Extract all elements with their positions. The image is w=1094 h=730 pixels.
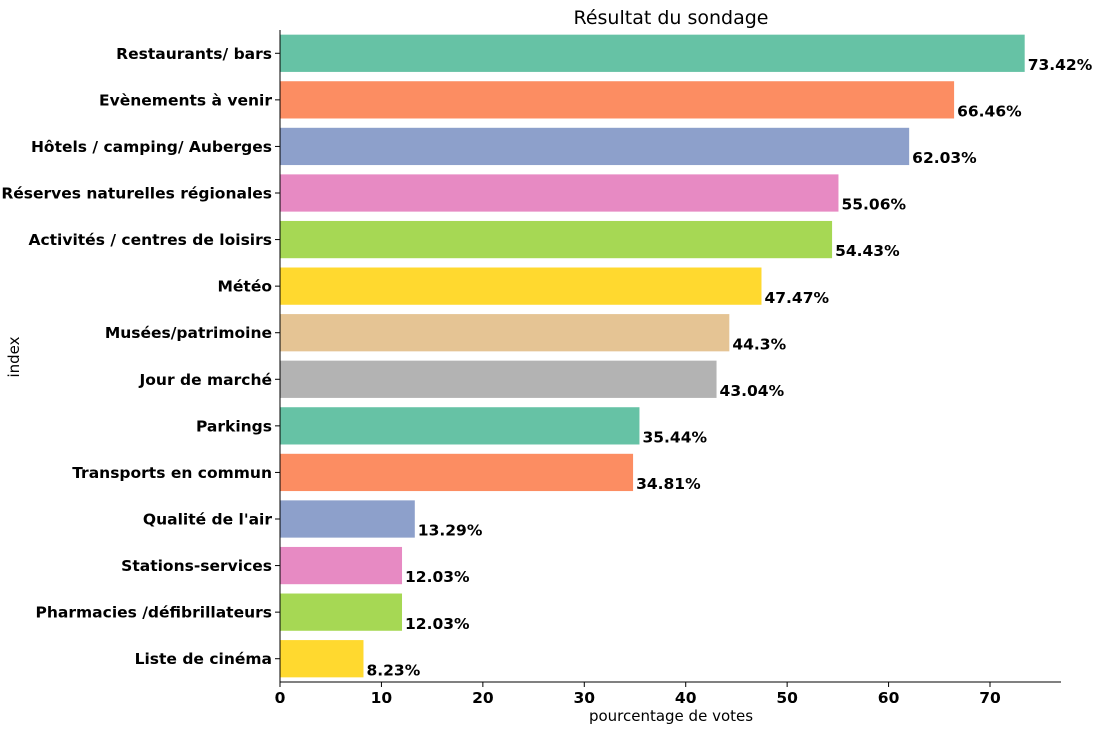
bar-value-label: 8.23% — [366, 661, 420, 679]
x-tick-label: 60 — [878, 689, 900, 707]
x-tick-label: 70 — [979, 689, 1001, 707]
bars-group — [280, 34, 1025, 678]
x-axis: 0 10 20 30 40 50 60 70 — [275, 681, 1061, 707]
bar-value-label: 47.47% — [764, 289, 829, 307]
x-tick-label: 30 — [573, 689, 595, 707]
category-label: Réserves naturelles régionales — [1, 185, 272, 203]
bar-value-label: 62.03% — [912, 149, 977, 167]
bar — [280, 174, 839, 212]
chart-title: Résultat du sondage — [573, 7, 768, 29]
bar — [280, 127, 910, 166]
category-label: Pharmacies /défibrillateurs — [36, 604, 272, 622]
bar-value-label: 73.42% — [1028, 56, 1093, 74]
bar — [280, 640, 364, 678]
bar-value-label: 12.03% — [405, 615, 470, 633]
bar — [280, 360, 717, 398]
category-label: Musées/patrimoine — [105, 324, 272, 342]
bar-value-label: 12.03% — [405, 568, 470, 586]
bar-value-label: 55.06% — [841, 196, 906, 214]
bar-value-label: 66.46% — [957, 102, 1022, 120]
category-label: Restaurants/ bars — [116, 45, 272, 63]
bar-value-label: 35.44% — [642, 428, 707, 446]
bar-value-label: 54.43% — [835, 242, 900, 260]
category-label: Transports en commun — [72, 464, 272, 482]
bar — [280, 546, 403, 585]
x-tick-label: 0 — [275, 689, 286, 707]
x-tick-label: 10 — [371, 689, 393, 707]
category-label: Parkings — [196, 417, 272, 435]
bar — [280, 314, 730, 352]
y-axis-title: index — [5, 336, 23, 377]
category-label: Météo — [217, 278, 272, 296]
bar — [280, 407, 640, 445]
bar — [280, 453, 634, 492]
bar — [280, 34, 1025, 72]
bar-value-label: 43.04% — [720, 382, 785, 400]
bar — [280, 81, 955, 119]
x-tick-label: 40 — [675, 689, 697, 707]
value-labels-group: 73.42% 66.46% 62.03% 55.06% 54.43% 47.47% 44.3… — [366, 56, 1092, 679]
bar — [280, 267, 762, 305]
bar — [280, 500, 415, 538]
bar-value-label: 13.29% — [418, 522, 483, 540]
bar-value-label: 34.81% — [636, 475, 701, 493]
category-label: Evènements à venir — [99, 91, 272, 109]
category-label: Jour de marché — [139, 371, 272, 389]
x-tick-label: 20 — [472, 689, 494, 707]
bar — [280, 593, 403, 631]
y-axis: Restaurants/ bars Evènements à venir Hôtel… — [1, 30, 281, 682]
category-label: Qualité de l'air — [143, 511, 272, 529]
bar-value-label: 44.3% — [732, 335, 786, 353]
x-axis-title: pourcentage de votes — [589, 707, 753, 725]
category-label: Hôtels / camping/ Auberges — [31, 138, 272, 156]
category-label: Liste de cinéma — [135, 650, 272, 668]
x-tick-label: 50 — [776, 689, 798, 707]
category-label: Activités / centres de loisirs — [28, 231, 272, 249]
bar — [280, 220, 833, 259]
category-label: Stations-services — [121, 557, 272, 575]
